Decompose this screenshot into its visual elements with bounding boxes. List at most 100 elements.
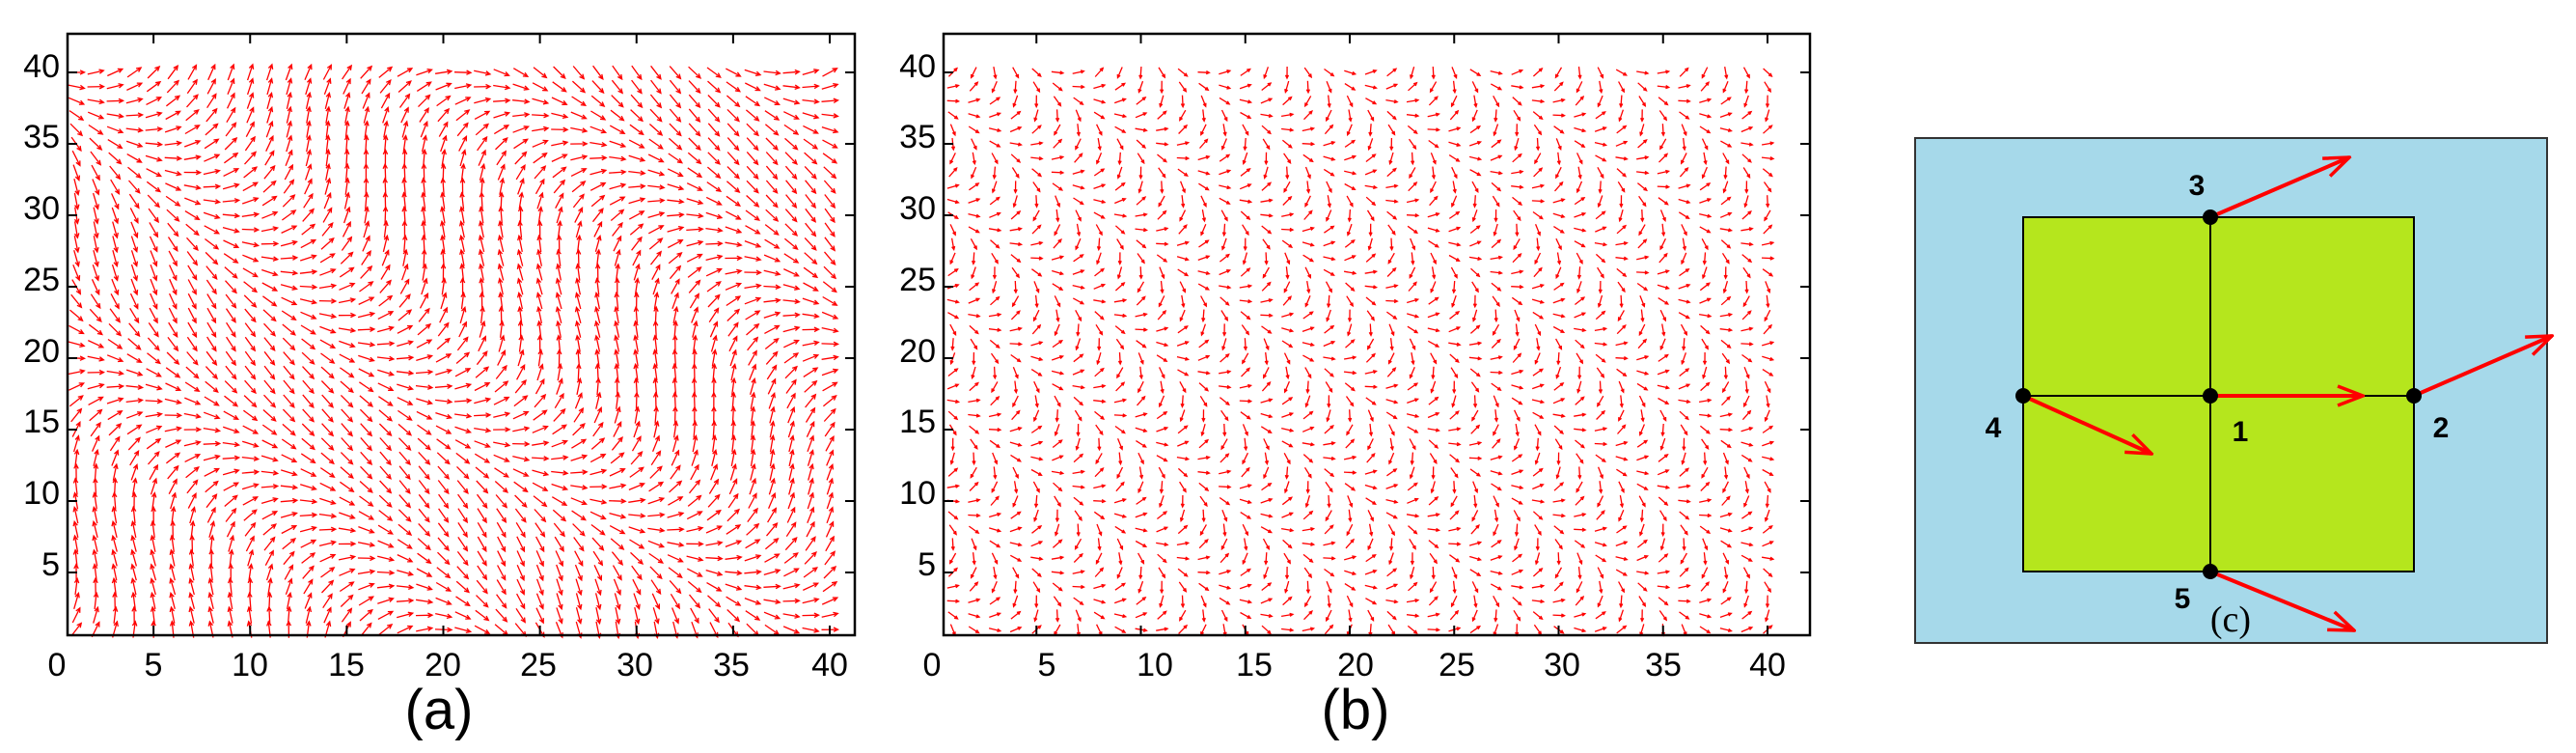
quiver-arrow [1594, 241, 1608, 247]
quiver-arrow [1326, 181, 1332, 194]
quiver-arrow [1304, 495, 1311, 509]
quiver-arrow [170, 491, 178, 510]
quiver-arrow [552, 166, 567, 179]
quiver-arrow [110, 179, 121, 196]
quiver-arrow [363, 220, 370, 238]
quiver-arrow [707, 108, 721, 123]
quiver-arrow [1135, 612, 1148, 619]
quiver-arrow [688, 66, 702, 79]
quiver-arrow [1469, 324, 1481, 334]
quiver-arrow [69, 395, 84, 407]
quiver-arrow [1448, 542, 1462, 546]
quiver-arrow [1657, 70, 1671, 74]
quiver-arrow [1009, 554, 1023, 562]
quiver-arrow [166, 79, 180, 94]
quiver-arrow [1699, 282, 1711, 292]
quiver-arrow [129, 208, 139, 224]
quiver-arrow [1469, 468, 1482, 477]
quiver-arrow [1680, 323, 1688, 337]
quiver-arrow [1348, 509, 1353, 523]
quiver-arrow [1367, 510, 1374, 522]
quiver-arrow [1576, 281, 1582, 294]
quiver-arrow [439, 219, 446, 238]
quiver-arrow [1033, 609, 1039, 623]
quiver-arrow [1619, 95, 1624, 109]
quiver-arrow [988, 228, 1002, 233]
quiver-arrow [1448, 210, 1461, 219]
quiver-arrow [1761, 156, 1775, 161]
quiver-arrow [358, 511, 375, 520]
quiver-arrow [1135, 540, 1148, 548]
quiver-arrow [379, 480, 393, 494]
y-tick-label: 10 [899, 475, 936, 512]
quiver-arrow [93, 207, 99, 225]
quiver-arrow [825, 535, 835, 552]
quiver-arrow [1597, 294, 1603, 309]
quiver-arrow [950, 237, 956, 251]
quiver-arrow [360, 265, 373, 279]
quiver-arrow [1678, 98, 1691, 103]
quiver-arrow [87, 382, 105, 390]
quiver-arrow [1743, 580, 1749, 595]
quiver-arrow [1552, 598, 1566, 603]
quiver-arrow [1137, 281, 1145, 293]
quiver-arrow [184, 125, 201, 135]
quiver-arrow [745, 539, 761, 549]
quiver-arrow [1742, 266, 1751, 279]
quiver-arrow [1281, 327, 1295, 333]
quiver-arrow [1406, 198, 1420, 204]
quiver-arrow [1323, 141, 1336, 147]
quiver-arrow [1491, 540, 1502, 548]
quiver-arrow [166, 209, 180, 222]
quiver-arrow [109, 435, 121, 452]
quiver-arrow [667, 225, 685, 233]
quiver-arrow [184, 397, 202, 405]
quiver-arrow [112, 591, 118, 610]
quiver-arrow [130, 236, 139, 254]
quiver-arrow [299, 284, 318, 291]
quiver-arrow [1407, 297, 1420, 304]
quiver-arrow [1220, 409, 1229, 422]
quiver-arrow [1701, 567, 1709, 579]
quiver-arrow [324, 177, 332, 195]
quiver-arrow [1344, 70, 1357, 75]
quiver-arrow [1552, 398, 1566, 404]
quiver-arrow [1494, 309, 1498, 323]
quiver-arrow [1678, 399, 1691, 404]
quiver-arrow [1076, 423, 1081, 437]
quiver-arrow [1534, 323, 1542, 337]
quiver-arrow [971, 366, 976, 380]
quiver-arrow [90, 151, 102, 166]
quiver-arrow [1740, 454, 1753, 462]
quiver-arrow [281, 225, 298, 234]
quiver-arrow [1302, 454, 1314, 463]
quiver-arrow [474, 83, 492, 90]
quiver-arrow [1409, 466, 1415, 480]
quiver-arrow [1577, 66, 1582, 80]
quiver-arrow [130, 221, 139, 239]
quiver-arrow [397, 340, 415, 348]
quiver-arrow [145, 411, 163, 418]
quiver-arrow [782, 298, 801, 305]
quiver-arrow [1033, 281, 1040, 294]
quiver-arrow [1220, 138, 1227, 151]
quiver-arrow [1657, 85, 1671, 90]
quiver-arrow [323, 77, 332, 96]
quiver-arrow [1659, 338, 1666, 351]
quiver-arrow [1448, 427, 1462, 432]
quiver-arrow [478, 149, 486, 166]
quiver-arrow [1176, 355, 1191, 361]
quiver-arrow [189, 506, 197, 524]
quiver-arrow [1639, 294, 1646, 308]
quiver-arrow [1744, 380, 1749, 395]
quiver-arrow [1323, 240, 1336, 247]
quiver-arrow [1242, 352, 1249, 365]
quiver-arrow [763, 611, 781, 620]
quiver-arrow [725, 583, 743, 591]
quiver-arrow [1055, 195, 1061, 209]
quiver-arrow [1201, 109, 1206, 123]
quiver-arrow [946, 383, 960, 390]
quiver-arrow [397, 80, 412, 93]
quiver-arrow [263, 350, 276, 366]
quiver-arrow [1742, 167, 1751, 179]
